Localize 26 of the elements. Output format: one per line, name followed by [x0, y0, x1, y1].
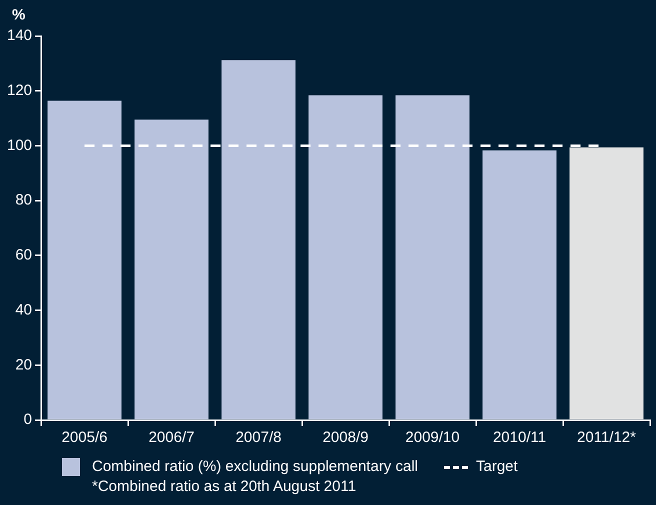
x-tick-label: 2009/10 — [405, 429, 460, 446]
y-tick-label: 120 — [6, 82, 32, 99]
bar — [308, 95, 382, 420]
x-tick-label: 2005/6 — [62, 429, 108, 446]
bar — [482, 150, 556, 420]
bar — [396, 95, 470, 420]
bar — [570, 147, 644, 420]
bar — [222, 60, 296, 420]
legend-label: Target — [476, 457, 518, 477]
y-axis-title: % — [12, 6, 26, 24]
bar — [134, 120, 208, 420]
x-tick-label: 2007/8 — [236, 429, 282, 446]
y-tick-label: 20 — [15, 356, 32, 374]
x-tick-label: 2011/12* — [577, 429, 636, 446]
y-tick-label: 80 — [15, 192, 32, 209]
y-tick-label: 60 — [15, 246, 32, 264]
x-tick-label: 2008/9 — [322, 429, 368, 446]
text: *Combined ratio as at 20th August 2011 — [91, 477, 358, 497]
y-tick-label: 140 — [6, 27, 32, 44]
y-tick-label: 100 — [6, 136, 32, 154]
legend-label: Combined ratio (%) excluding supplementary call — [92, 457, 418, 477]
x-tick-label: 2006/7 — [148, 429, 194, 446]
y-tick-label: 40 — [15, 301, 32, 318]
y-tick-label: 0 — [24, 411, 32, 428]
x-tick-label: 2010/11 — [492, 429, 546, 446]
bar — [48, 100, 122, 420]
